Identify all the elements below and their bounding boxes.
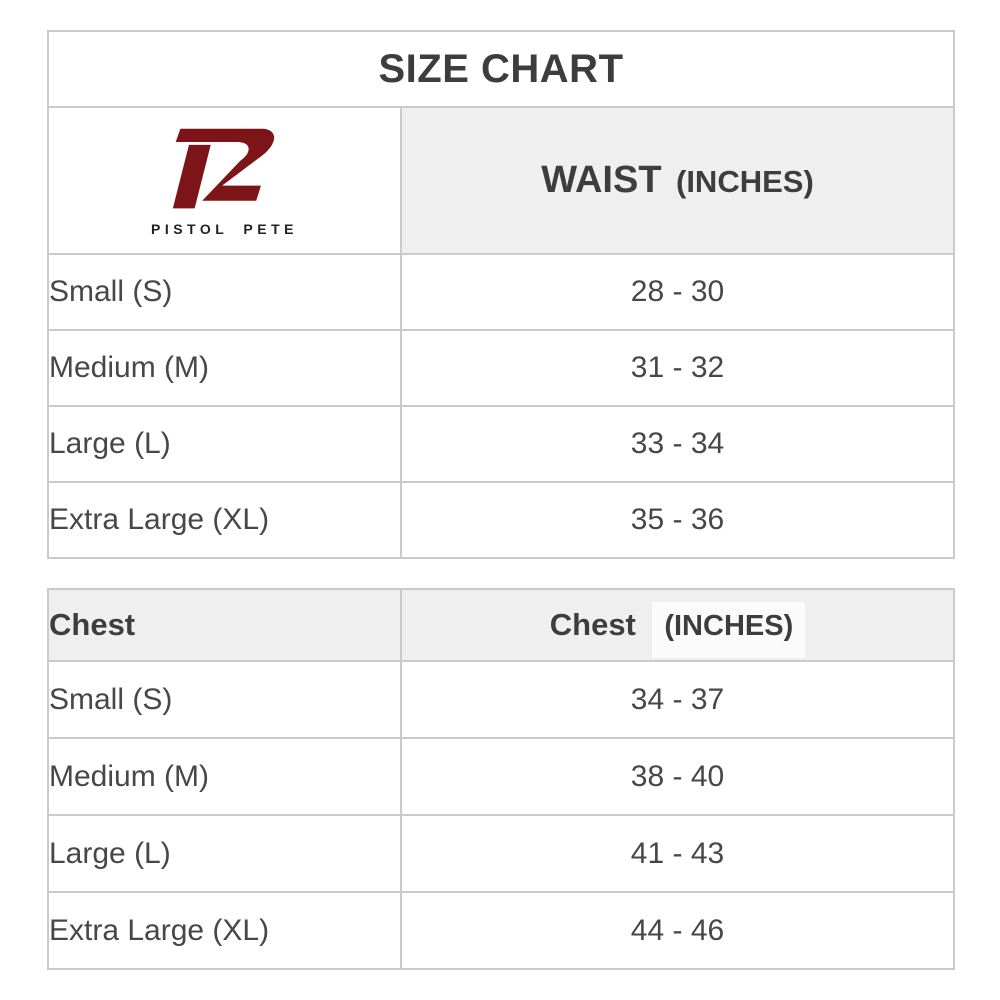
chest-header-row: Chest Chest (INCHES) (47, 588, 955, 662)
size-label: Extra Large (XL) (47, 891, 402, 970)
chest-range-value: 34 - 37 (400, 660, 955, 739)
page-title: SIZE CHART (47, 30, 955, 108)
chest-range-value: 38 - 40 (400, 737, 955, 816)
table-row: Large (L) 33 - 34 (47, 405, 955, 483)
brand-logo-cell: PISTOL PETE (47, 106, 402, 255)
waist-range-value: 28 - 30 (400, 253, 955, 331)
waist-range-value: 31 - 32 (400, 329, 955, 407)
size-label: Medium (M) (47, 737, 402, 816)
size-label: Large (L) (47, 405, 402, 483)
waist-label: WAIST (541, 159, 662, 201)
table-row: Medium (M) 31 - 32 (47, 329, 955, 407)
waist-unit-label: (INCHES) (676, 164, 814, 199)
size-label: Small (S) (47, 253, 402, 331)
pistol-pete-wordmark: PISTOL PETE (150, 221, 298, 237)
chest-column-header: Chest (INCHES) (400, 588, 955, 662)
waist-range-value: 33 - 34 (400, 405, 955, 483)
pistol-pete-monogram-icon (173, 128, 275, 209)
chest-label: Chest (549, 607, 636, 642)
table-row: Small (S) 34 - 37 (47, 660, 955, 739)
waist-header-row: PISTOL PETE WAIST (INCHES) (47, 106, 955, 255)
table-row: Extra Large (XL) 44 - 46 (47, 891, 955, 970)
table-row: Extra Large (XL) 35 - 36 (47, 481, 955, 559)
table-row: Large (L) 41 - 43 (47, 814, 955, 893)
size-label: Small (S) (47, 660, 402, 739)
table-row: Medium (M) 38 - 40 (47, 737, 955, 816)
size-label: Extra Large (XL) (47, 481, 402, 559)
chest-corner-label: Chest (47, 588, 402, 662)
waist-column-header: WAIST (INCHES) (400, 106, 955, 255)
chest-range-value: 41 - 43 (400, 814, 955, 893)
size-label: Medium (M) (47, 329, 402, 407)
chest-size-table: Chest Chest (INCHES) Small (S) 34 - 37 M… (47, 588, 955, 970)
size-label: Large (L) (47, 814, 402, 893)
chest-range-value: 44 - 46 (400, 891, 955, 970)
size-chart-title-row: SIZE CHART (47, 30, 955, 108)
waist-range-value: 35 - 36 (400, 481, 955, 559)
chest-unit-label: (INCHES) (652, 602, 806, 658)
table-row: Small (S) 28 - 30 (47, 253, 955, 331)
pistol-pete-logo: PISTOL PETE (151, 124, 298, 237)
waist-size-table: SIZE CHART PISTOL PETE WAIST (INCHES) (47, 30, 955, 559)
